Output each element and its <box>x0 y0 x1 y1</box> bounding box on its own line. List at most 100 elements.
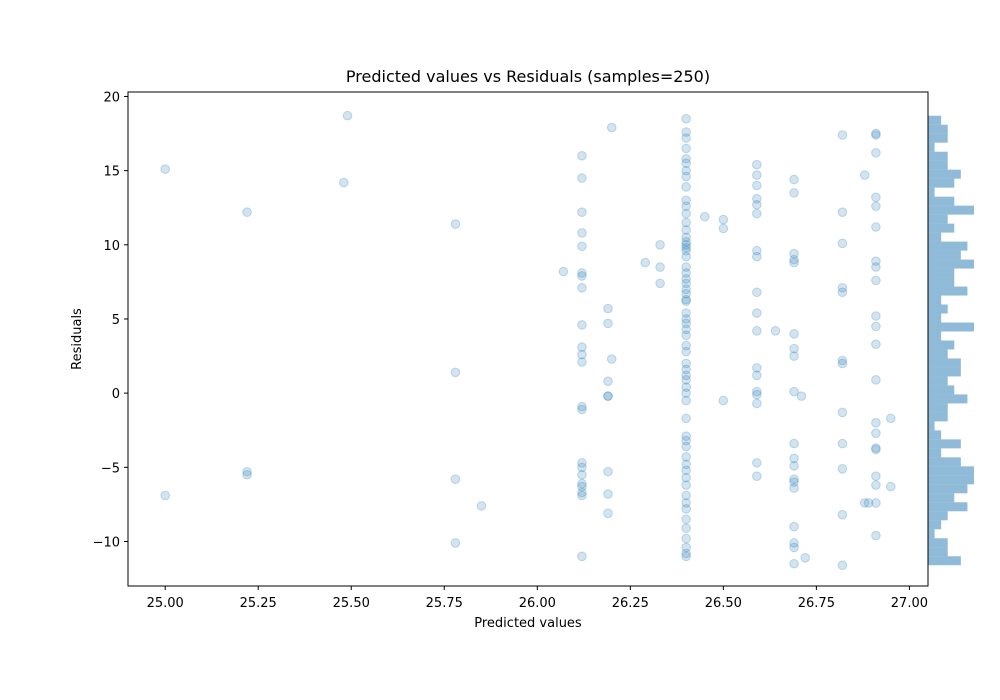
histogram-bar <box>928 223 955 233</box>
scatter-point <box>681 225 691 235</box>
scatter-point <box>160 164 171 174</box>
histogram-bar <box>928 133 948 143</box>
histogram-bar <box>928 349 948 359</box>
scatter-point <box>871 311 881 321</box>
scatter-point <box>681 288 691 299</box>
scatter-point <box>681 217 691 228</box>
scatter-point <box>681 441 691 452</box>
scatter-point <box>681 542 691 553</box>
scatter-point <box>681 201 691 212</box>
histogram-bar <box>928 322 974 332</box>
scatter-point <box>681 242 691 253</box>
scatter-point <box>681 268 691 278</box>
scatter-point <box>789 329 799 339</box>
scatter-point <box>681 551 691 562</box>
histogram-bar <box>928 511 948 521</box>
scatter-point <box>681 413 691 424</box>
scatter-point <box>681 294 691 305</box>
scatter-point <box>789 474 799 484</box>
histogram-bar <box>928 421 935 431</box>
scatter-point <box>752 245 762 256</box>
scatter-point <box>606 122 617 133</box>
histogram-bar <box>928 502 968 512</box>
scatter-point <box>681 346 691 357</box>
scatter-point <box>681 514 691 525</box>
scatter-point <box>681 284 691 295</box>
scatter-point <box>789 257 799 268</box>
scatter-point <box>681 239 691 250</box>
histogram-bar <box>928 268 955 278</box>
histogram-bar <box>928 376 948 386</box>
y-tick-label: 20 <box>103 90 120 105</box>
scatter-point <box>752 389 762 400</box>
scatter-point <box>681 274 691 284</box>
x-tick-label: 26.25 <box>612 596 649 611</box>
scatter-point <box>752 398 762 409</box>
scatter-point <box>603 391 613 401</box>
scatter-point <box>160 490 171 501</box>
scatter-point <box>871 418 881 428</box>
histogram-bar <box>928 547 948 557</box>
scatter-point <box>871 256 881 266</box>
scatter-point <box>681 143 691 154</box>
scatter-point <box>681 465 691 476</box>
histogram-bar <box>928 196 955 206</box>
scatter-point <box>577 404 587 415</box>
scatter-point <box>681 245 691 256</box>
histogram-bar <box>928 142 935 152</box>
scatter-point <box>681 251 691 262</box>
scatter-point <box>752 386 762 397</box>
scatter-point <box>577 173 587 183</box>
scatter-point <box>752 308 762 318</box>
histogram-bar <box>928 214 948 224</box>
scatter-point <box>752 326 762 336</box>
y-tick-label: −5 <box>101 461 120 476</box>
histogram-bar <box>928 475 974 485</box>
scatter-point <box>681 504 691 514</box>
histogram-bar <box>928 232 942 242</box>
x-tick-label: 26.75 <box>798 596 835 611</box>
scatter-point <box>837 355 848 366</box>
scatter-point <box>871 530 881 541</box>
scatter-point <box>752 370 762 381</box>
scatter-point <box>242 207 252 217</box>
x-axis: 25.00 25.25 25.50 25.75 26.00 26.25 26.50 26.75… <box>147 586 928 611</box>
scatter-point <box>789 453 799 464</box>
scatter-point <box>699 211 710 222</box>
histogram-bar <box>928 124 948 134</box>
scatter-point <box>681 395 691 406</box>
histogram-bar <box>928 277 955 287</box>
scatter-point <box>655 262 665 272</box>
scatter-point <box>871 201 881 212</box>
scatter-point <box>681 262 691 272</box>
scatter-point <box>681 195 691 206</box>
scatter-point <box>577 150 587 161</box>
plot-area <box>160 110 896 571</box>
scatter-point <box>577 458 587 468</box>
scatter-point <box>770 326 781 336</box>
x-tick-label: 25.50 <box>333 596 370 611</box>
scatter-point <box>339 177 349 188</box>
scatter-point <box>871 130 881 140</box>
scatter-point <box>837 407 848 418</box>
histogram-bar <box>928 286 968 296</box>
scatter-point <box>718 223 729 234</box>
scatter-point <box>577 401 587 412</box>
scatter-point <box>577 207 587 217</box>
y-tick-label: 10 <box>103 239 120 254</box>
scatter-point <box>789 438 799 449</box>
scatter-point <box>871 128 881 139</box>
y-tick-label: 5 <box>112 313 120 328</box>
scatter-point <box>837 438 848 449</box>
scatter-point <box>450 367 461 378</box>
scatter-point <box>681 314 691 324</box>
scatter-point <box>871 498 881 508</box>
histogram-bar <box>928 556 961 566</box>
scatter-point <box>577 481 587 492</box>
histogram-bar <box>928 448 942 458</box>
histogram-bar <box>928 331 942 341</box>
scatter-point <box>718 214 729 225</box>
scatter-point <box>681 374 691 385</box>
scatter-point <box>681 318 691 329</box>
scatter-point <box>871 275 881 286</box>
